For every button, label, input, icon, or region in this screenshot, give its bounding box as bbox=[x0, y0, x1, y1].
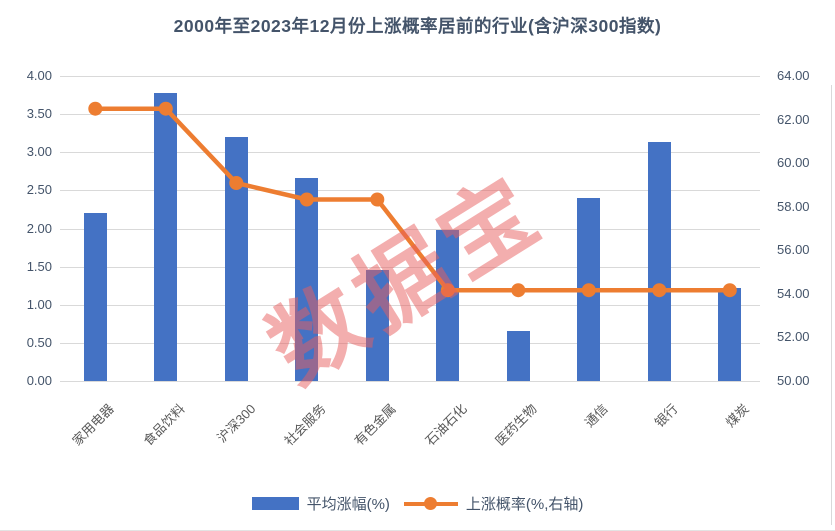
legend-item-avg-gain: 平均涨幅(%) bbox=[251, 493, 390, 514]
category-label-石油石化: 石油石化 bbox=[422, 401, 470, 449]
category-label-食品饮料: 食品饮料 bbox=[140, 401, 188, 449]
left-axis-tick: 2.00 bbox=[26, 220, 52, 236]
left-axis-tick: 1.50 bbox=[26, 258, 52, 274]
line-marker-有色金属 bbox=[370, 192, 385, 207]
line-marker-煤炭 bbox=[722, 283, 737, 298]
up-probability-line bbox=[88, 101, 737, 298]
gridline bbox=[60, 228, 760, 230]
bar-家用电器 bbox=[83, 212, 107, 381]
bar-series-swatch bbox=[251, 496, 299, 510]
left-axis-tick: 0.00 bbox=[26, 373, 52, 388]
category-label-家用电器: 家用电器 bbox=[69, 401, 117, 449]
left-axis-tick: 0.50 bbox=[26, 334, 52, 350]
gridline bbox=[60, 114, 760, 116]
right-axis-tick: 58.00 bbox=[777, 198, 810, 214]
left-axis-tick: 4.00 bbox=[26, 68, 52, 83]
gridline bbox=[60, 152, 760, 154]
line-marker-沪深300 bbox=[229, 176, 244, 190]
right-axis-tick: 60.00 bbox=[777, 155, 810, 171]
line-path bbox=[95, 106, 730, 293]
gridline bbox=[60, 342, 760, 344]
right-axis-tick: 52.00 bbox=[777, 329, 810, 345]
gridline bbox=[60, 381, 760, 382]
bar-社会服务 bbox=[295, 178, 319, 381]
bar-食品饮料 bbox=[154, 92, 178, 381]
category-label-有色金属: 有色金属 bbox=[351, 401, 399, 449]
left-axis-tick: 1.00 bbox=[26, 296, 52, 312]
right-axis-tick: 62.00 bbox=[777, 111, 810, 127]
bar-有色金属 bbox=[365, 269, 389, 381]
line-marker-通信 bbox=[581, 283, 596, 298]
gridline bbox=[60, 76, 760, 77]
bar-煤炭 bbox=[718, 287, 742, 381]
right-axis-tick: 54.00 bbox=[777, 285, 810, 301]
left-axis-tick: 3.50 bbox=[26, 106, 52, 122]
line-marker-医药生物 bbox=[511, 283, 526, 298]
category-label-煤炭: 煤炭 bbox=[722, 401, 752, 431]
line-marker-银行 bbox=[652, 283, 667, 298]
category-label-医药生物: 医药生物 bbox=[492, 401, 540, 449]
right-axis-tick: 64.00 bbox=[777, 68, 810, 83]
page-right-border bbox=[831, 85, 832, 525]
bar-医药生物 bbox=[506, 330, 530, 381]
category-label-银行: 银行 bbox=[651, 401, 681, 431]
category-label-沪深300: 沪深300 bbox=[213, 401, 258, 446]
left-axis-tick: 3.00 bbox=[26, 144, 52, 160]
line-marker-社会服务 bbox=[299, 192, 314, 207]
gridline bbox=[60, 190, 760, 192]
line-marker-食品饮料 bbox=[158, 101, 173, 116]
category-label-通信: 通信 bbox=[581, 401, 611, 431]
line-marker-家用电器 bbox=[88, 101, 103, 116]
gridline bbox=[60, 266, 760, 268]
chart-title: 2000年至2023年12月份上涨概率居前的行业(含沪深300指数) bbox=[173, 16, 662, 36]
bar-沪深300 bbox=[224, 137, 248, 381]
line-swatch-dot bbox=[423, 496, 437, 510]
line-series-swatch bbox=[403, 496, 458, 510]
bar-石油石化 bbox=[436, 230, 460, 381]
legend-label-avg-gain: 平均涨幅(%) bbox=[306, 495, 390, 513]
legend-item-up-probability: 上涨概率(%,右轴) bbox=[403, 493, 584, 514]
plot-area bbox=[60, 76, 765, 382]
right-axis-tick: 56.00 bbox=[777, 242, 810, 258]
legend-label-up-probability: 上涨概率(%,右轴) bbox=[465, 495, 584, 513]
right-axis-tick: 50.00 bbox=[777, 373, 810, 388]
category-label-社会服务: 社会服务 bbox=[281, 401, 329, 449]
gridline bbox=[60, 304, 760, 306]
legend: 平均涨幅(%) 上涨概率(%,右轴) bbox=[0, 490, 835, 516]
bar-银行 bbox=[647, 141, 671, 381]
line-marker-石油石化 bbox=[440, 283, 455, 298]
left-axis-tick: 2.50 bbox=[26, 182, 52, 198]
